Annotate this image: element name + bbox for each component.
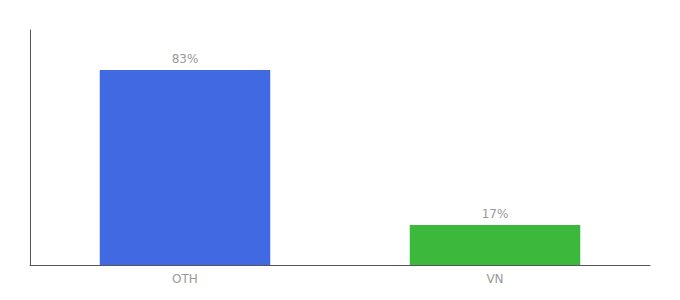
svg-text:83%: 83% — [172, 52, 199, 66]
svg-text:17%: 17% — [482, 207, 509, 221]
svg-text:OTH: OTH — [172, 272, 198, 286]
svg-text:VN: VN — [486, 272, 503, 286]
